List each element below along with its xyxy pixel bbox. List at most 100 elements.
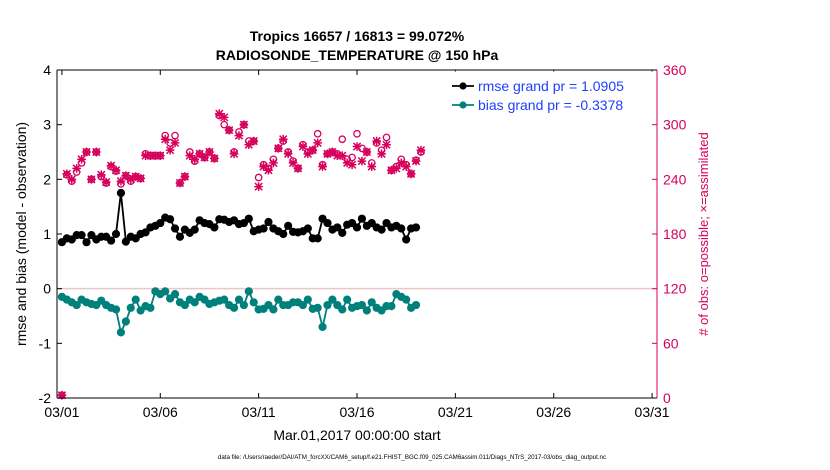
- y-left-tick-label: -1: [39, 335, 52, 351]
- obs-assimilated-point: [328, 147, 337, 157]
- rmse-point: [259, 224, 268, 233]
- y-right-tick-label: 180: [663, 226, 687, 242]
- rmse-point: [323, 218, 332, 228]
- rmse-point: [279, 229, 288, 239]
- obs-assimilated-point: [352, 142, 362, 151]
- rmse-point: [190, 225, 199, 234]
- bias-point: [131, 295, 140, 304]
- rmse-point: [397, 224, 406, 233]
- bias-point: [249, 298, 258, 307]
- rmse-point: [141, 228, 150, 237]
- bias-point: [357, 300, 367, 310]
- bias-point: [190, 298, 199, 307]
- obs-assimilated-point: [210, 154, 219, 163]
- obs-possible-point: [254, 173, 263, 182]
- obs-assimilated-point: [396, 158, 406, 168]
- y-right-tick-label: 0: [663, 390, 671, 406]
- rmse-point: [411, 223, 421, 232]
- rmse-point: [264, 217, 273, 227]
- rmse-point: [303, 224, 312, 233]
- rmse-point: [106, 236, 116, 245]
- obs-assimilated-point: [273, 144, 283, 153]
- obs-assimilated-point: [180, 172, 190, 181]
- obs-assimilated-point: [214, 109, 224, 119]
- obs-assimilated-point: [136, 174, 145, 183]
- obs-assimilated-point: [357, 156, 367, 166]
- obs-assimilated-point: [362, 147, 372, 157]
- obs-assimilated-point: [308, 145, 318, 155]
- x-axis-label: Mar.01,2017 00:00:00 start: [273, 427, 440, 443]
- rmse-point: [313, 234, 322, 243]
- legend-box: [447, 71, 655, 117]
- bias-point: [298, 300, 308, 310]
- obs-assimilated-point: [401, 162, 411, 171]
- obs-assimilated-point: [406, 169, 416, 179]
- rmse-point: [284, 221, 293, 230]
- obs-assimilated-point: [121, 171, 131, 181]
- legend-rmse-label: rmse grand pr = 1.0905: [478, 78, 624, 94]
- bias-point: [387, 302, 396, 311]
- bias-point: [180, 300, 189, 310]
- rmse-point: [82, 238, 91, 247]
- y-left-tick-label: 2: [43, 171, 51, 187]
- obs-assimilated-point: [342, 158, 352, 168]
- obs-assimilated-point: [92, 147, 101, 157]
- rmse-series: [57, 188, 421, 247]
- obs-possible-point: [353, 129, 361, 138]
- bias-point: [269, 305, 278, 314]
- rmse-point: [244, 214, 253, 223]
- obs-assimilated-point: [141, 151, 150, 160]
- obs-assimilated-point: [160, 134, 170, 144]
- obs-assimilated-point: [382, 140, 391, 150]
- obs-assimilated-point: [229, 149, 239, 159]
- rmse-point: [333, 223, 342, 232]
- bias-point: [411, 300, 421, 310]
- obs-assimilated-point: [234, 131, 244, 140]
- obs-assimilated-point: [244, 140, 254, 150]
- obs-assimilated-point: [283, 149, 293, 159]
- rmse-point: [352, 223, 362, 232]
- bias-point: [111, 305, 121, 314]
- obs-assimilated-point: [126, 175, 136, 184]
- bias-point: [328, 295, 337, 304]
- y-axis-left-label: rmse and bias (model - observation): [13, 122, 29, 346]
- bias-point: [244, 287, 253, 296]
- obs-assimilated-point: [151, 151, 160, 160]
- obs-assimilated-point: [62, 169, 72, 179]
- obs-assimilated-point: [411, 156, 421, 166]
- y-left-tick-label: -2: [39, 390, 52, 406]
- x-tick-label: 03/06: [143, 404, 178, 420]
- footer-data-file: data file: /Users/raeder/DAI/ATM_forcXX/…: [218, 454, 606, 461]
- obs-assimilated-point: [387, 165, 396, 175]
- y-left-tick-label: 3: [43, 117, 51, 133]
- bias-series: [57, 287, 421, 337]
- obs-assimilated-point: [254, 182, 263, 191]
- bias-point: [274, 295, 283, 304]
- y-left-tick-label: 4: [43, 62, 51, 78]
- plot-area: -2 -1 0 1 2 3 4 0 60 120 180 240 300 360 03/01 03/06 03/…: [39, 62, 687, 420]
- rmse-point: [77, 230, 86, 240]
- y-left-tick-label: 1: [43, 226, 51, 242]
- rmse-point: [166, 215, 175, 224]
- obs-assimilated-point: [239, 120, 249, 129]
- obs-assimilated-point: [269, 158, 278, 168]
- obs-assimilated-point: [298, 142, 308, 151]
- obs-assimilated-point: [77, 154, 86, 164]
- x-tick-label: 03/16: [339, 404, 374, 420]
- rmse-point: [116, 188, 126, 198]
- chart-title-line1: Tropics 16657 / 16813 = 99.072%: [250, 28, 465, 44]
- obs-assimilated-point: [313, 138, 322, 148]
- obs-assimilated-point: [165, 145, 175, 155]
- bias-point: [343, 295, 352, 304]
- obs-assimilated-point: [82, 147, 91, 157]
- obs-assimilated-point: [101, 177, 111, 187]
- obs-assimilated-point: [224, 125, 234, 135]
- obs-assimilated-point: [116, 176, 126, 186]
- obs-possible-point: [313, 129, 322, 138]
- rmse-point: [402, 235, 411, 244]
- obs-assimilated-point: [264, 165, 273, 175]
- bias-point: [170, 290, 180, 299]
- obs-assimilated-point: [333, 151, 342, 160]
- obs-count-series: [57, 109, 426, 400]
